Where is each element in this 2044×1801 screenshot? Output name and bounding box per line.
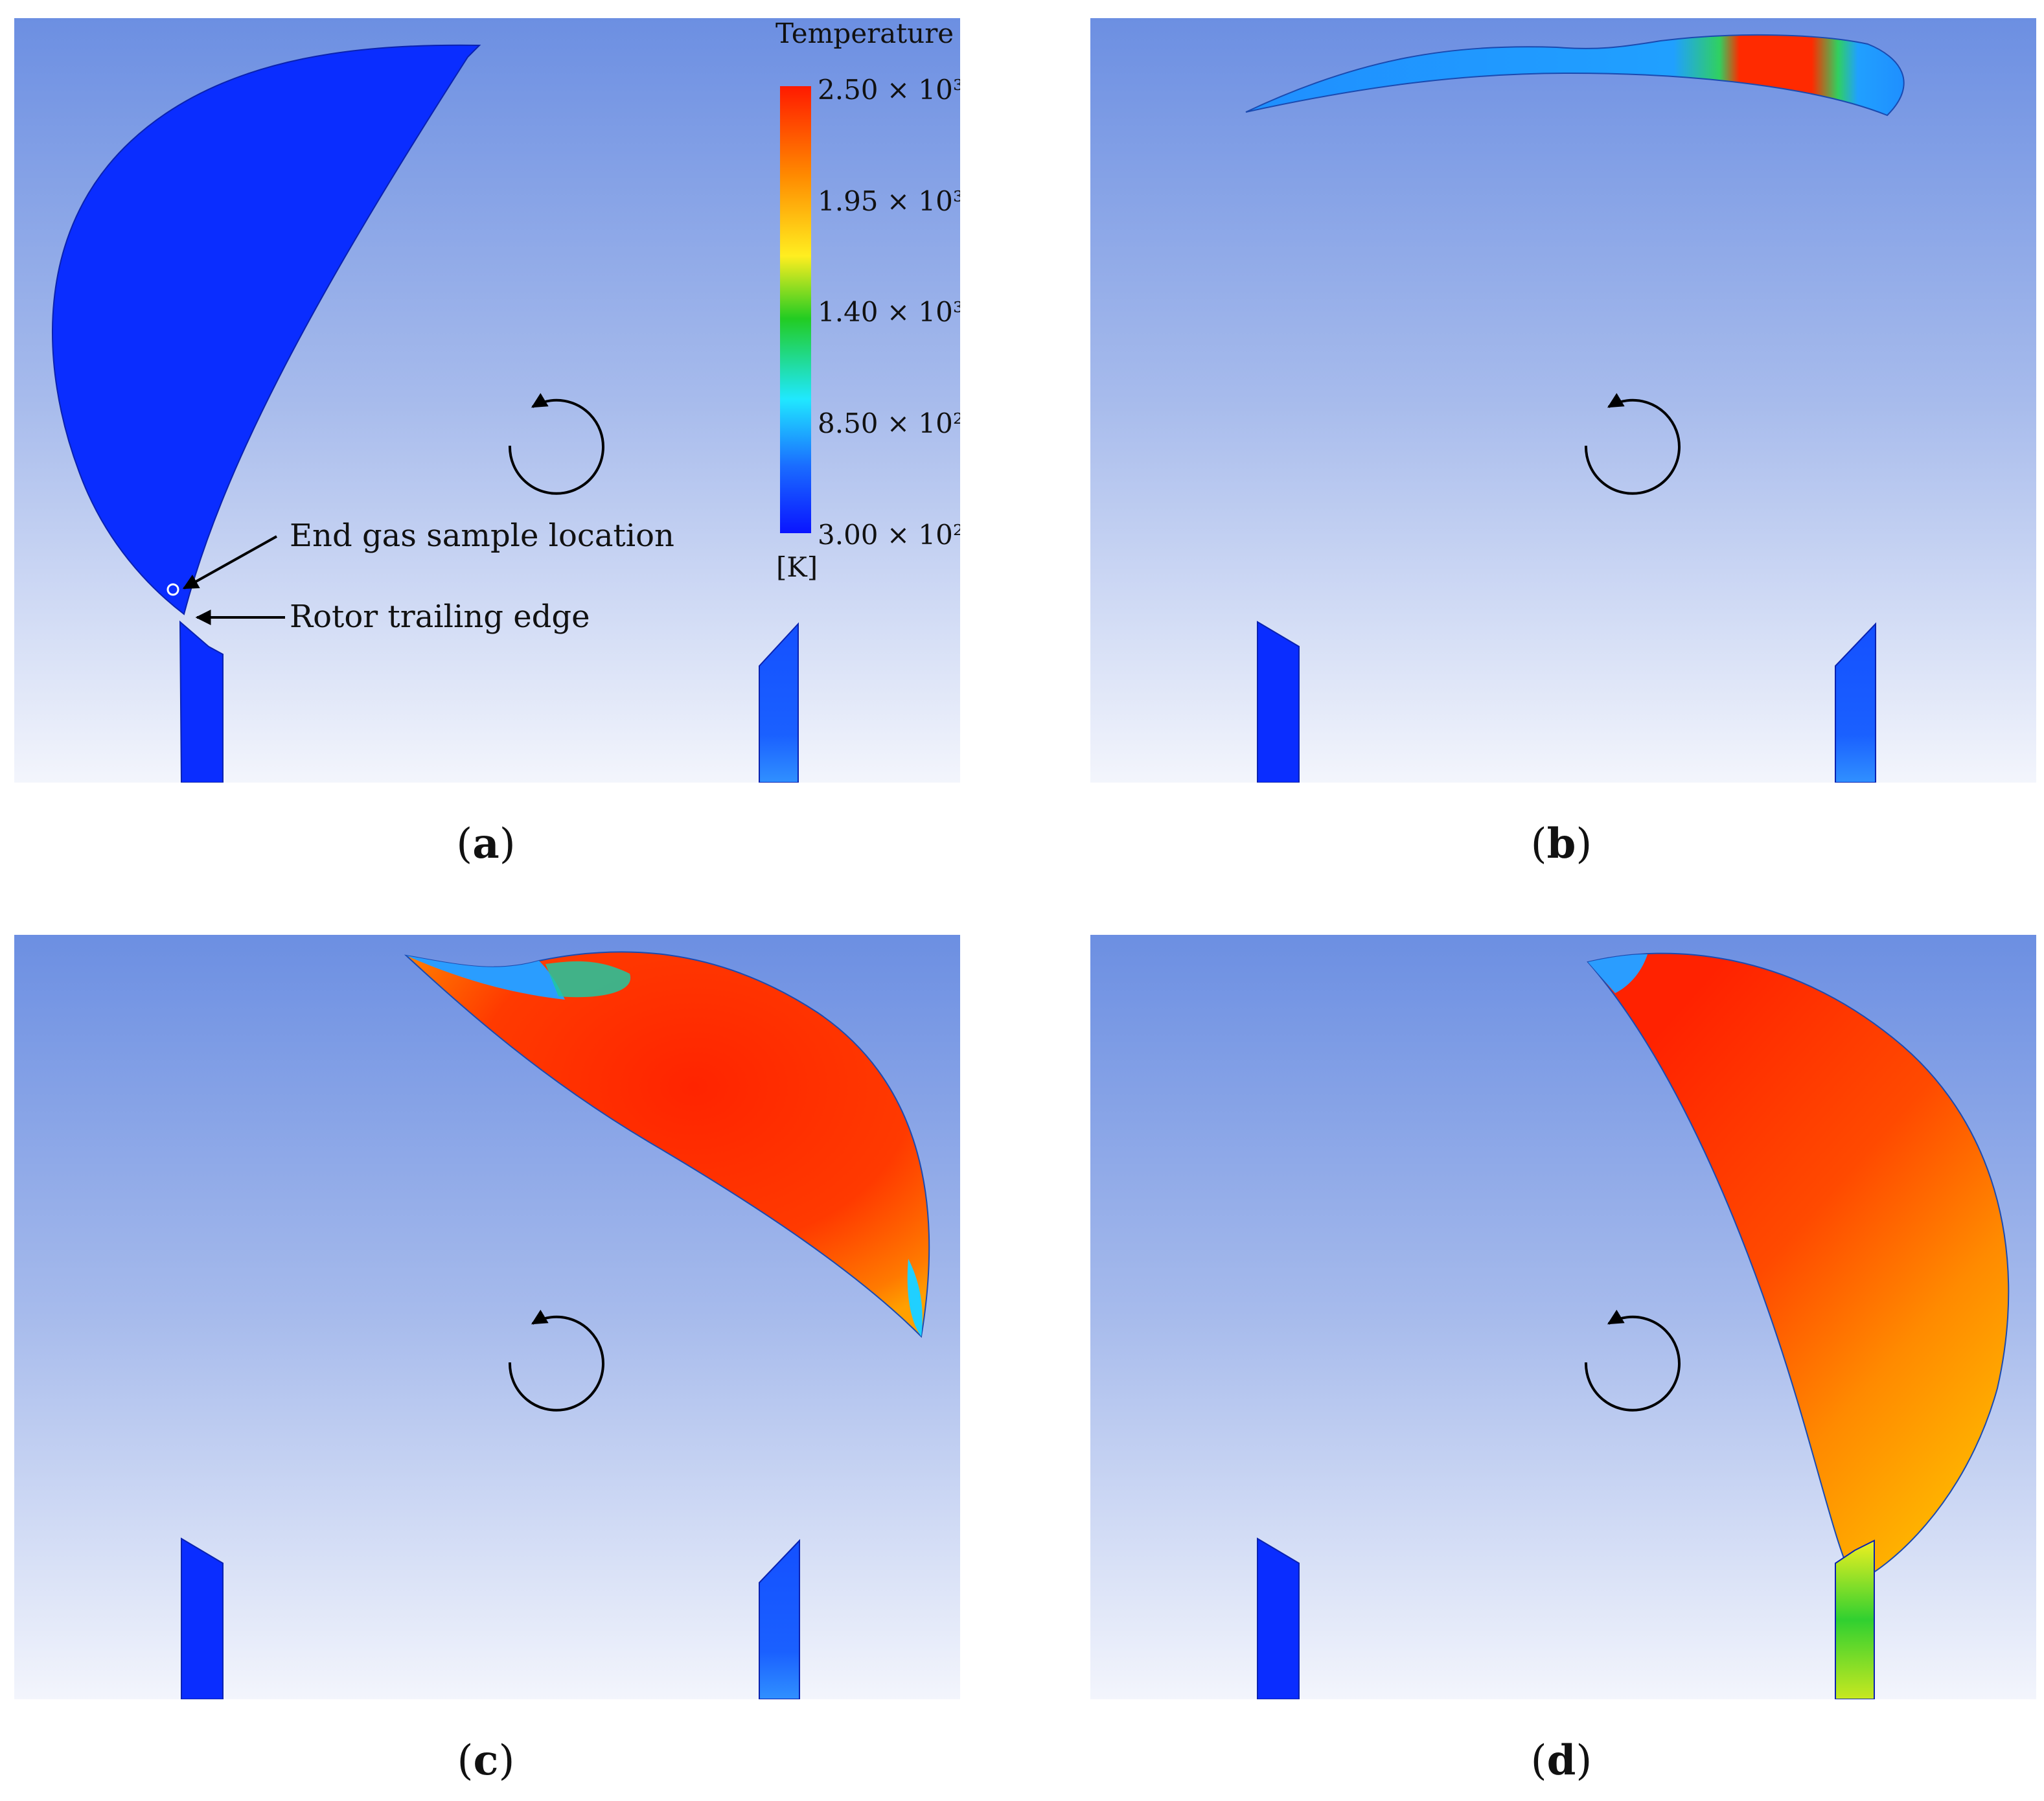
panel-c	[14, 935, 960, 1699]
rotation-arrow-icon	[1584, 393, 1681, 495]
port-left	[179, 620, 224, 783]
port-right	[759, 622, 799, 783]
colorbar-tick: 3.00 × 10²	[818, 519, 960, 551]
edge-zone	[907, 1259, 923, 1336]
port-left	[181, 1537, 224, 1699]
combustion-chamber	[1245, 34, 1905, 117]
port-left	[1257, 1537, 1300, 1699]
unburned-zone	[1588, 954, 1648, 993]
port-left	[1257, 621, 1300, 783]
colorbar-scale	[780, 86, 811, 533]
end-gas-label: End gas sample location	[290, 518, 674, 554]
caption-a: (a)	[456, 820, 516, 868]
flame-front	[545, 961, 631, 998]
sample-marker	[167, 583, 179, 596]
combustion-chamber	[404, 951, 930, 1338]
unburned-zone	[406, 956, 565, 1000]
panel-b	[1090, 18, 2036, 783]
colorbar: Temperature 2.50 × 10³ 1.95 × 10³ 1.40 ×…	[775, 18, 960, 583]
colorbar-tick: 8.50 × 10²	[818, 407, 960, 439]
caption-c: (c)	[457, 1736, 515, 1785]
colorbar-title: Temperature	[775, 18, 954, 49]
colorbar-tick: 2.50 × 10³	[818, 74, 960, 106]
panel-d	[1090, 935, 2036, 1699]
combustion-chamber	[1587, 952, 2010, 1584]
rotation-arrow-icon	[508, 393, 604, 495]
colorbar-unit: [K]	[776, 551, 818, 583]
caption-b: (b)	[1530, 820, 1592, 868]
port-right	[1835, 1539, 1875, 1699]
colorbar-tick: 1.95 × 10³	[818, 185, 960, 217]
colorbar-tick: 1.40 × 10³	[818, 296, 960, 328]
caption-d: (d)	[1530, 1736, 1592, 1785]
end-gas-arrow-icon	[182, 535, 277, 590]
combustion-chamber	[52, 44, 481, 615]
port-right	[759, 1539, 800, 1699]
panel-background	[1090, 18, 2036, 783]
trailing-edge-label: Rotor trailing edge	[290, 599, 590, 635]
rotation-arrow-icon	[1584, 1309, 1681, 1412]
panel-a: End gas sample location Rotor trailing e…	[14, 18, 960, 783]
port-right	[1835, 622, 1876, 783]
rotation-arrow-icon	[508, 1309, 604, 1412]
